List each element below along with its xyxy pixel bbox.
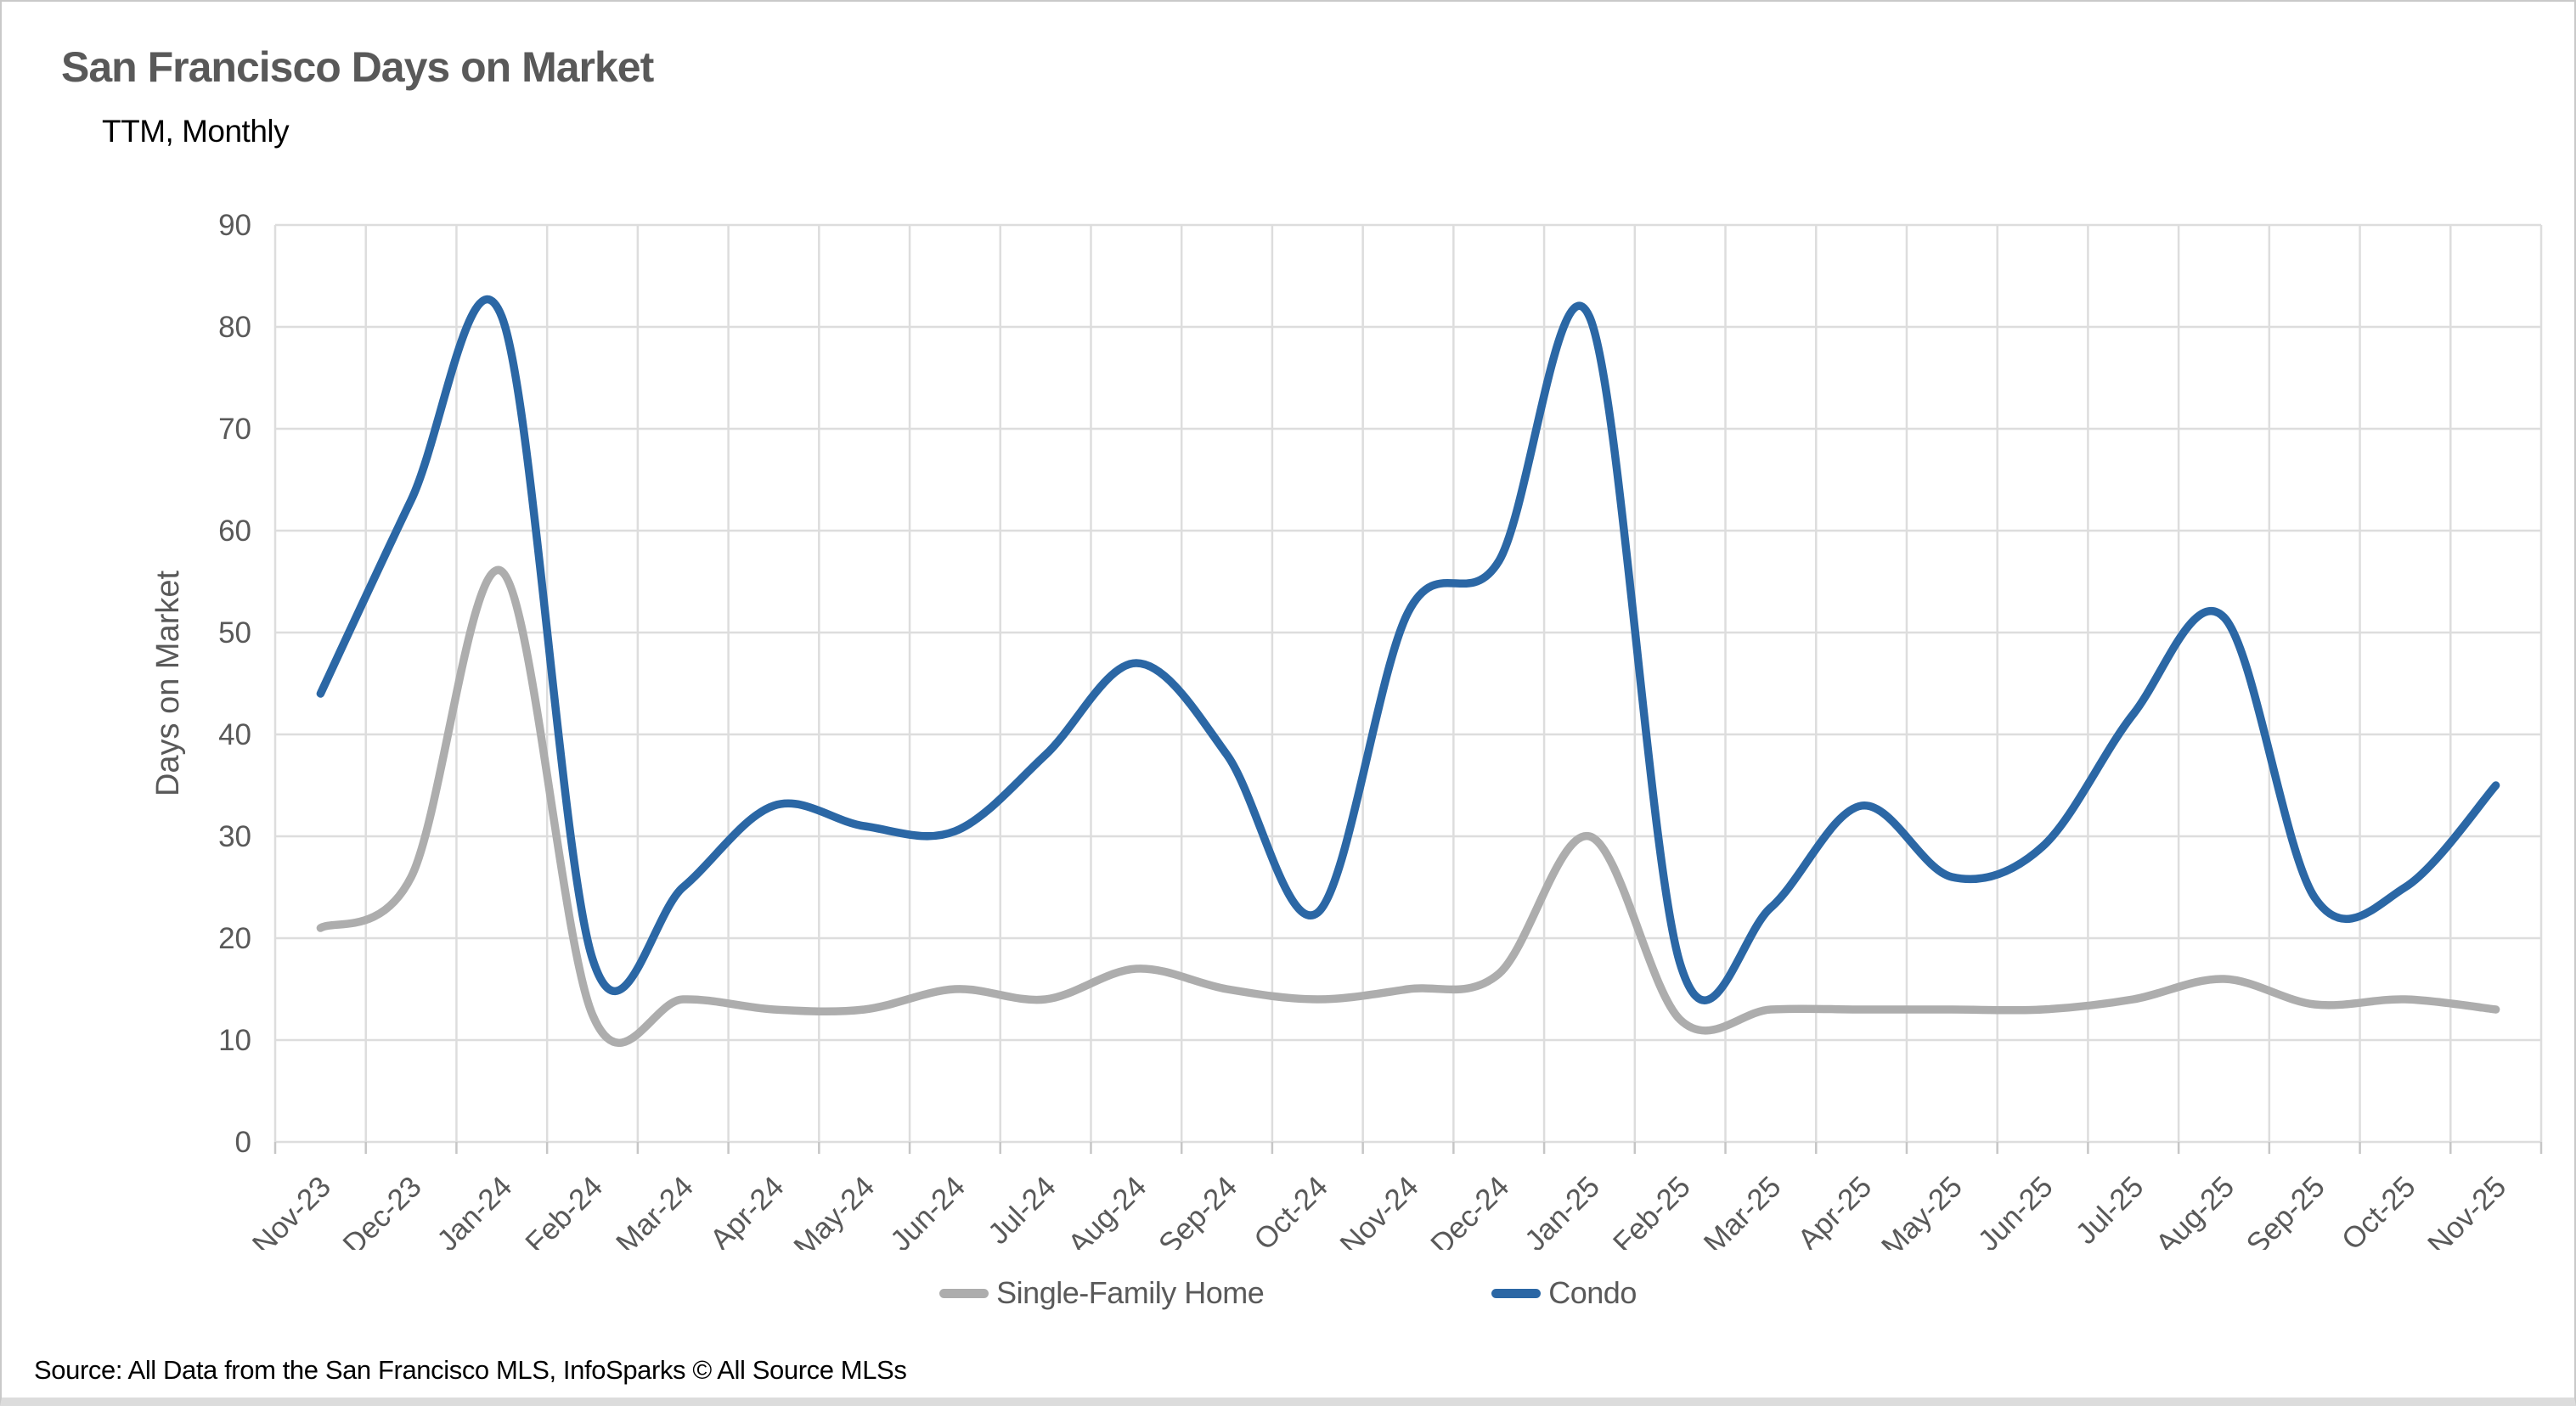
x-tick-label: Oct-24	[1248, 1170, 1334, 1250]
x-tick-label: Feb-24	[519, 1170, 609, 1250]
series-line-single-family-home	[316, 565, 2500, 1047]
x-tick-label: Jun-25	[1971, 1170, 2059, 1250]
legend-item-single-family-home: Single-Family Home	[939, 1275, 1265, 1311]
x-axis-tick-labels: Nov-23 Dec-23 Jan-24 Feb-24 Mar-24 Apr-24May-…	[246, 1170, 2513, 1250]
x-tick-label: Nov-24	[1333, 1170, 1424, 1250]
y-tick-label: 60	[218, 515, 251, 548]
y-tick-label: 70	[218, 413, 251, 446]
series-lines	[316, 295, 2500, 1047]
x-tick-label: Nov-23	[246, 1170, 337, 1250]
x-tick-label: Jan-24	[431, 1170, 518, 1250]
x-tick-label: May-25	[1875, 1170, 1969, 1250]
x-tick-label: Dec-23	[336, 1170, 427, 1250]
x-tick-label: Jul-24	[982, 1170, 1063, 1250]
x-tick-label: Oct-25	[2336, 1170, 2422, 1250]
x-tick-label: Sep-24	[1153, 1170, 1243, 1250]
y-tick-label: 50	[218, 616, 251, 650]
series-line-condo	[316, 295, 2500, 1004]
x-tick-label: Aug-24	[1062, 1170, 1153, 1250]
x-tick-label: Nov-25	[2421, 1170, 2512, 1250]
single-family-home-line-swatch-icon	[939, 1288, 989, 1298]
x-tick-label: Dec-24	[1424, 1170, 1515, 1250]
y-axis-title: Days on Market	[150, 571, 186, 797]
source-note: Source: All Data from the San Francisco …	[34, 1355, 907, 1385]
x-tick-label: Jul-25	[2069, 1170, 2150, 1250]
x-tick-label: Sep-25	[2240, 1170, 2331, 1250]
y-tick-label: 10	[218, 1024, 251, 1057]
x-tick-label: Jun-24	[884, 1170, 972, 1250]
y-tick-label: 40	[218, 718, 251, 751]
x-tick-label: Jan-25	[1519, 1170, 1606, 1250]
y-tick-label: 90	[218, 209, 251, 242]
x-axis-ticks	[273, 1142, 2543, 1154]
x-tick-label: Apr-24	[704, 1170, 791, 1250]
y-tick-label: 0	[235, 1126, 251, 1159]
y-tick-label: 30	[218, 820, 251, 853]
y-axis-tick-labels: 0 10 20 30 40 50 60 70 80 90	[218, 209, 251, 1159]
x-tick-label: Apr-25	[1791, 1170, 1878, 1250]
legend-label: Condo	[1548, 1275, 1637, 1310]
x-tick-label: Mar-24	[610, 1170, 700, 1250]
y-tick-label: 20	[218, 922, 251, 955]
condo-line-swatch-icon	[1491, 1288, 1542, 1298]
legend-label: Single-Family Home	[996, 1275, 1265, 1310]
y-tick-label: 80	[218, 311, 251, 344]
legend-item-condo: Condo	[1491, 1275, 1637, 1311]
x-tick-label: Feb-25	[1607, 1170, 1697, 1250]
legend: Single-Family Home Condo	[2, 1275, 2574, 1311]
horizontal-gridlines	[275, 223, 2541, 1144]
x-tick-label: Mar-25	[1698, 1170, 1788, 1250]
x-tick-label: May-24	[787, 1170, 881, 1250]
chart-title: San Francisco Days on Market	[61, 43, 654, 91]
chart-subtitle: TTM, Monthly	[102, 114, 290, 149]
vertical-gridlines	[273, 225, 2543, 1142]
x-tick-label: Aug-25	[2150, 1170, 2241, 1250]
